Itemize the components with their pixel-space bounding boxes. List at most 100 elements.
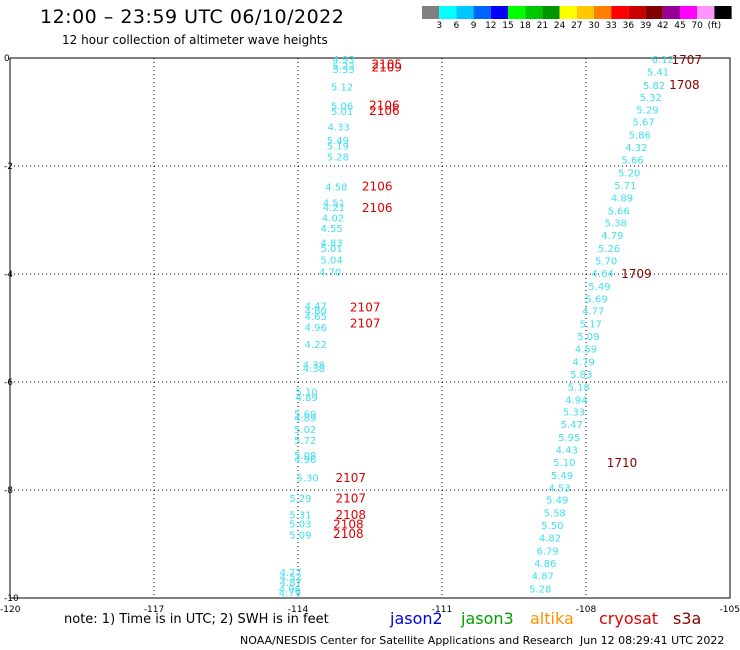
wave-height-value: 4.83 xyxy=(320,239,342,250)
color-scale-label: 12 xyxy=(485,21,497,31)
wave-height-value: 5.49 xyxy=(588,282,610,293)
wave-height-value: 4.77 xyxy=(280,568,302,579)
wave-height-value: 5.71 xyxy=(614,181,636,192)
time-label: 2106 xyxy=(362,201,393,215)
wave-height-value: 5.02 xyxy=(294,425,316,436)
legend-cryosat: cryosat xyxy=(599,609,659,628)
time-label: 2105 xyxy=(372,57,403,71)
wave-height-value: 4.52 xyxy=(280,572,302,583)
wave-height-value: 4.58 xyxy=(325,183,347,194)
time-label: 2108 xyxy=(333,527,364,541)
wave-height-value: 5.19 xyxy=(327,141,349,152)
x-tick-label: -105 xyxy=(720,605,740,615)
wave-height-value: 4.96 xyxy=(279,584,301,595)
wave-height-value: 5.72 xyxy=(294,436,316,447)
x-tick-labels: -120 -117 -114 -111 -108 -105 xyxy=(0,605,740,615)
wave-height-value: 5.06 xyxy=(331,102,353,113)
wave-height-value: 6.79 xyxy=(536,546,558,557)
wave-height-value: 5.58 xyxy=(544,509,566,520)
time-labels: 2105210921062106210621062107210721072107… xyxy=(333,53,702,541)
color-scale-swatch xyxy=(576,6,594,19)
y-tick-label: -4 xyxy=(4,270,13,280)
wave-height-value: 4.80 xyxy=(305,307,327,318)
color-scale-swatch xyxy=(473,6,491,19)
y-tick-label: 0 xyxy=(4,54,10,64)
legend-jason3: jason3 xyxy=(461,609,514,628)
time-label: 2106 xyxy=(362,179,393,193)
time-label: 2107 xyxy=(336,492,367,506)
wave-height-value: 5.32 xyxy=(640,93,662,104)
color-scale-swatch xyxy=(422,6,440,19)
color-scale-label: 18 xyxy=(519,21,531,31)
color-scale-label: 36 xyxy=(622,21,635,31)
wave-height-value: 4.43 xyxy=(556,446,578,457)
wave-height-value: 5.95 xyxy=(558,433,580,444)
y-tick-labels: 0 -2 -4 -6 -8 -10 xyxy=(4,54,19,604)
legend-altika: altika xyxy=(530,609,574,628)
wave-height-value: 5.28 xyxy=(327,152,349,163)
x-tick-label: -108 xyxy=(576,605,597,615)
wave-height-value: 5.86 xyxy=(629,131,651,142)
color-scale-swatch xyxy=(680,6,698,19)
color-scale-label: 15 xyxy=(502,21,514,31)
wave-height-labels: 4.935.225.335.125.065.014.335.495.195.28… xyxy=(279,55,674,600)
wave-height-value: 5.41 xyxy=(647,68,669,79)
y-tick-label: -2 xyxy=(4,162,13,172)
wave-height-value: 6.12 xyxy=(652,55,674,66)
footer-note: note: 1) Time is in UTC; 2) SWH is in fe… xyxy=(64,612,329,627)
time-label: 2107 xyxy=(350,317,381,331)
wave-height-value: 4.86 xyxy=(534,559,556,570)
color-scale-label: 30 xyxy=(588,21,600,31)
time-label: 2107 xyxy=(350,300,381,314)
time-label: 1707 xyxy=(672,53,703,67)
chart-subtitle: 12 hour collection of altimeter wave hei… xyxy=(62,33,328,47)
color-scale-label: (ft) xyxy=(707,21,722,31)
wave-height-value: 5.33 xyxy=(332,65,354,76)
wave-height-value: 4.82 xyxy=(539,534,561,545)
color-scale-swatch xyxy=(559,6,577,19)
time-label: 2106 xyxy=(369,98,400,112)
legend-jason2: jason2 xyxy=(390,609,443,628)
color-scale-label: 70 xyxy=(691,21,703,31)
color-scale-swatch xyxy=(628,6,646,19)
wave-height-value: 5.70 xyxy=(595,257,617,268)
wave-height-value: 5.01 xyxy=(320,244,342,255)
x-tick-label: -114 xyxy=(288,605,309,615)
wave-height-value: 5.22 xyxy=(332,62,354,73)
time-label: 2108 xyxy=(333,517,364,531)
wave-height-value: 4.96 xyxy=(294,455,316,466)
wave-height-value: 5.49 xyxy=(327,136,349,147)
color-scale-swatch xyxy=(439,6,457,19)
legend-s3a: s3a xyxy=(673,609,702,628)
wave-height-value: 4.59 xyxy=(575,345,597,356)
wave-height-value: 4.94 xyxy=(565,395,587,406)
chart-title: 12:00 – 23:59 UTC 06/10/2022 xyxy=(40,6,345,28)
color-scale-label: 24 xyxy=(553,21,566,31)
color-scale-swatch xyxy=(542,6,560,19)
wave-height-value: 4.64 xyxy=(592,269,614,280)
wave-height-value: 4.33 xyxy=(328,123,350,134)
color-scale-swatch xyxy=(490,6,508,19)
wave-height-value: 5.10 xyxy=(553,458,575,469)
x-tick-label: -120 xyxy=(0,605,21,615)
wave-height-value: 5.08 xyxy=(294,451,316,462)
wave-height-value: 4.87 xyxy=(532,571,554,582)
wave-height-value: 5.10 xyxy=(296,388,318,399)
wave-height-value: 5.29 xyxy=(636,105,658,116)
wave-height-value: 5.04 xyxy=(320,255,342,266)
wave-height-value: 4.79 xyxy=(279,589,301,600)
time-label: 2108 xyxy=(336,508,367,522)
wave-height-value: 4.02 xyxy=(322,213,344,224)
color-scale-label: 21 xyxy=(536,21,549,31)
time-label: 1709 xyxy=(621,267,652,281)
gridlines xyxy=(10,58,730,598)
generated-timestamp: Jun 12 08:29:41 UTC 2022 xyxy=(580,634,725,647)
color-scale-label: 27 xyxy=(571,21,583,31)
wave-height-value: 4.87 xyxy=(280,578,302,589)
color-scale-label: 45 xyxy=(674,21,686,31)
wave-height-value: 4.51 xyxy=(323,199,345,210)
color-scale-swatch xyxy=(697,6,715,19)
color-scale-swatch xyxy=(594,6,612,19)
wave-height-value: 5.83 xyxy=(570,370,592,381)
wave-height-value: 5.30 xyxy=(296,474,318,485)
